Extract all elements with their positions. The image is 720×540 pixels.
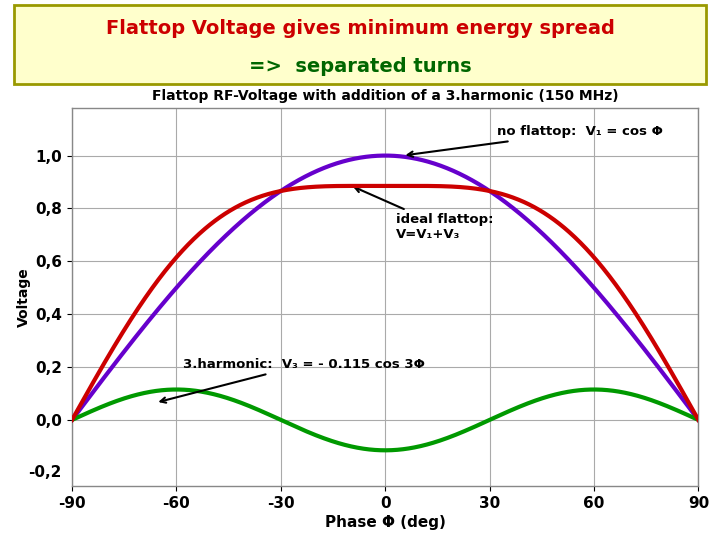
Y-axis label: Voltage: Voltage (17, 267, 31, 327)
Text: -0,2: -0,2 (28, 465, 62, 480)
FancyBboxPatch shape (14, 5, 706, 84)
Text: no flattop:  V₁ = cos Φ: no flattop: V₁ = cos Φ (408, 125, 662, 157)
Text: Flattop Voltage gives minimum energy spread: Flattop Voltage gives minimum energy spr… (106, 19, 614, 38)
Text: =>  separated turns: => separated turns (248, 57, 472, 76)
X-axis label: Phase Φ (deg): Phase Φ (deg) (325, 515, 446, 530)
Text: ideal flattop:
V=V₁+V₃: ideal flattop: V=V₁+V₃ (355, 187, 493, 241)
Text: 3.harmonic:  V₃ = - 0.115 cos 3Φ: 3.harmonic: V₃ = - 0.115 cos 3Φ (161, 358, 426, 403)
Title: Flattop RF-Voltage with addition of a 3.harmonic (150 MHz): Flattop RF-Voltage with addition of a 3.… (152, 89, 618, 103)
